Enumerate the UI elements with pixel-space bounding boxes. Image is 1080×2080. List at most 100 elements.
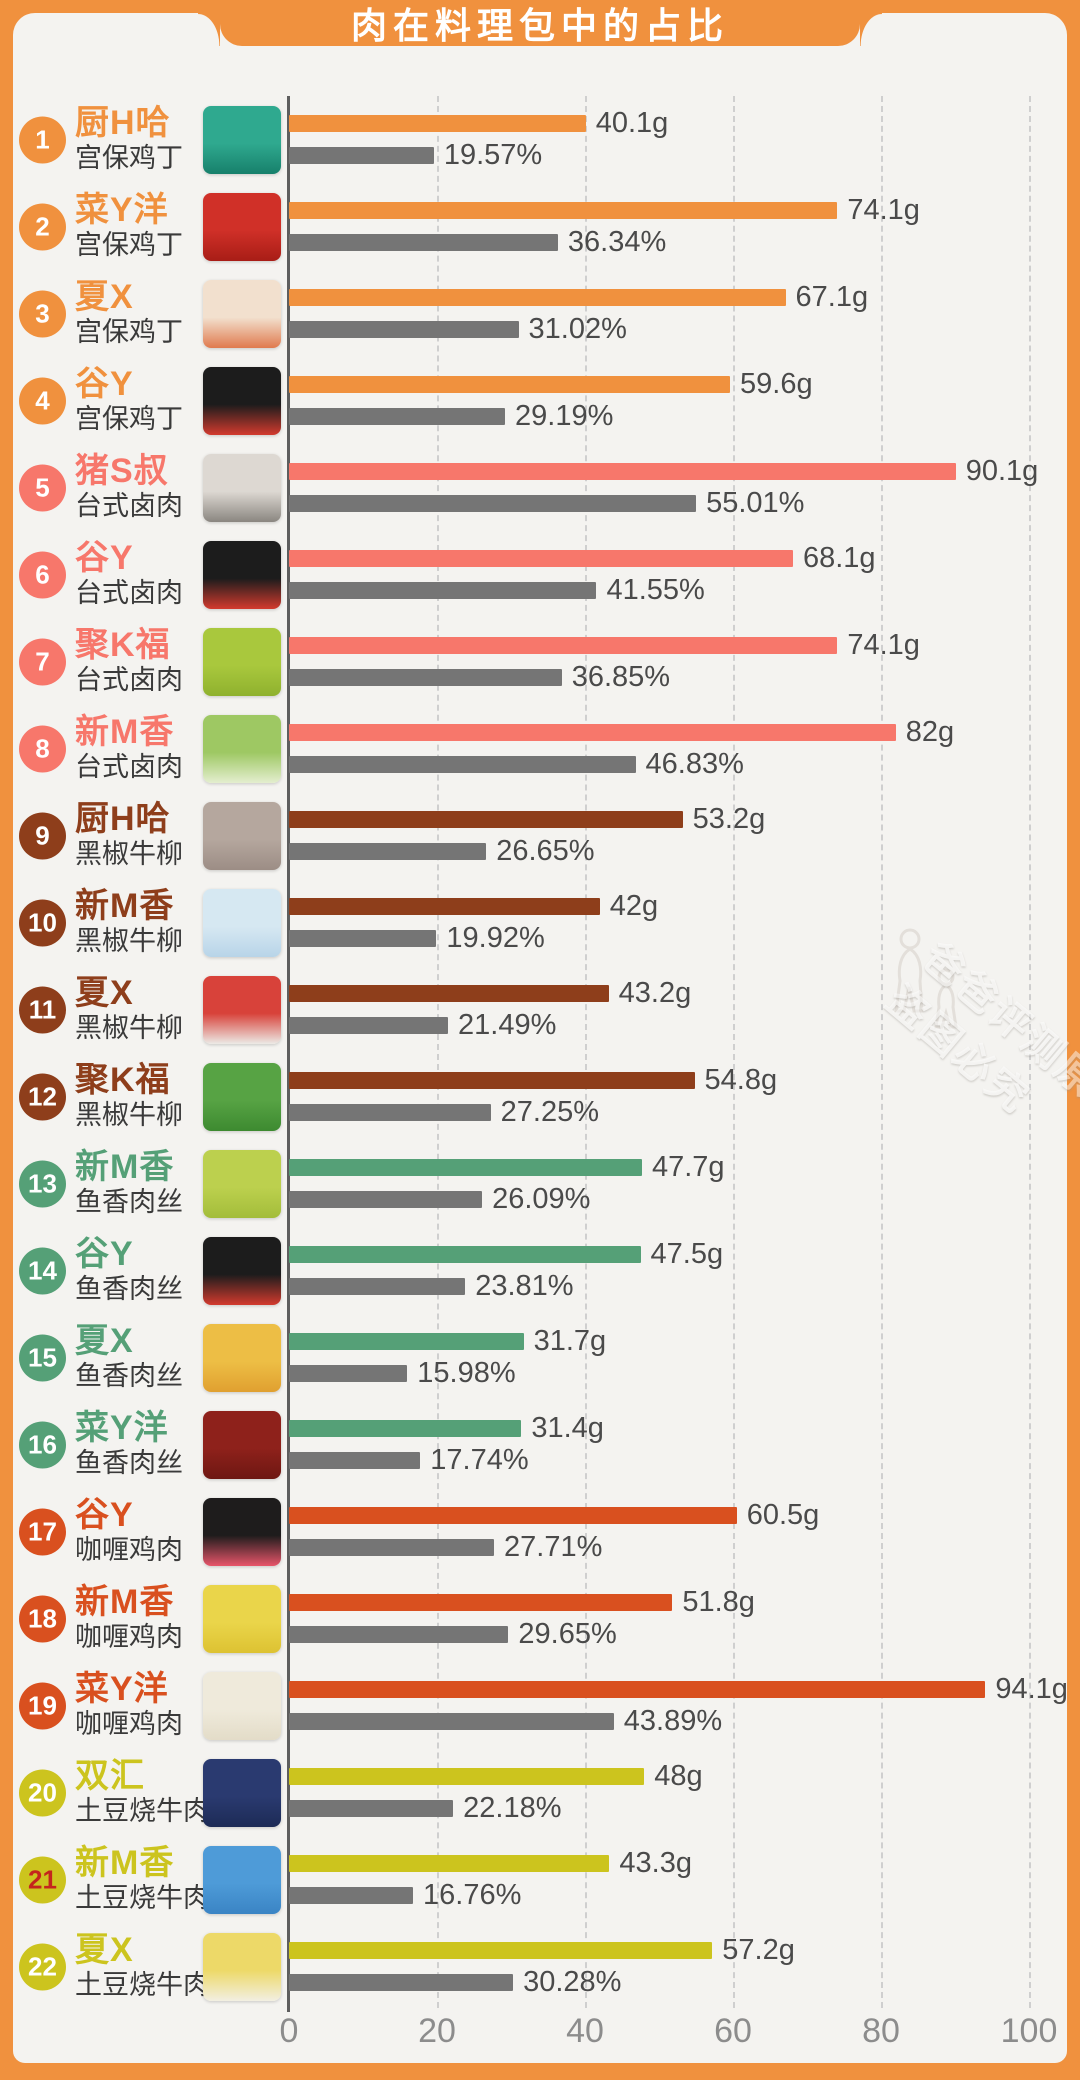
percent-bar-line: 36.34%	[289, 226, 1067, 258]
product-thumbnail	[203, 888, 281, 957]
product-thumbnail	[203, 1845, 281, 1914]
rank-badge: 12	[19, 1073, 66, 1120]
brand-name: 谷Y	[75, 1234, 134, 1273]
grams-bar-line: 82g	[289, 716, 1067, 748]
percent-bar	[289, 930, 437, 947]
grams-value-label: 47.7g	[651, 1151, 725, 1183]
percent-bar	[289, 147, 434, 164]
chart-row: 6 谷Y 台式卤肉 68.1g 41.55%	[13, 531, 1067, 618]
row-labels: 夏X 宫保鸡丁	[75, 279, 183, 347]
percent-value-label: 36.85%	[571, 661, 671, 693]
percent-bar	[289, 1278, 466, 1295]
chart-row: 11 夏X 黑椒牛柳 43.2g 21.49%	[13, 966, 1067, 1053]
grams-bar-line: 43.3g	[289, 1847, 1067, 1879]
percent-value-label: 55.01%	[706, 487, 805, 519]
x-tick-20: 20	[418, 2012, 456, 2050]
grams-bar-line: 74.1g	[289, 194, 1067, 226]
rank-badge: 2	[19, 203, 66, 250]
row-labels: 新M香 黑椒牛柳	[75, 888, 183, 956]
percent-value-label: 36.34%	[567, 226, 667, 258]
brand-name: 夏X	[75, 1930, 134, 1969]
grams-bar-line: 47.7g	[289, 1151, 1067, 1183]
brand-name: 夏X	[75, 1321, 134, 1360]
grams-bar-line: 90.1g	[289, 455, 1067, 487]
grams-bar	[289, 463, 956, 480]
row-bars: 31.4g 17.74%	[289, 1412, 1067, 1476]
percent-value-label: 27.25%	[500, 1096, 599, 1128]
grams-bar	[289, 1768, 645, 1785]
brand-name: 新M香	[75, 1582, 175, 1621]
percent-bar-line: 15.98%	[289, 1357, 1067, 1389]
grams-bar	[289, 550, 793, 567]
product-thumbnail	[203, 1149, 281, 1218]
grams-bar	[289, 1420, 522, 1437]
row-bars: 90.1g 55.01%	[289, 455, 1067, 519]
rank-badge: 3	[19, 290, 66, 337]
row-labels: 聚K福 台式卤肉	[75, 627, 183, 695]
product-name: 宫保鸡丁	[75, 404, 183, 434]
row-header: 13 新M香 鱼香肉丝	[13, 1140, 289, 1227]
chart-row: 5 猪S叔 台式卤肉 90.1g 55.01%	[13, 444, 1067, 531]
grams-bar-line: 59.6g	[289, 368, 1067, 400]
row-labels: 夏X 鱼香肉丝	[75, 1323, 183, 1391]
grams-value-label: 43.2g	[618, 977, 692, 1009]
product-name: 鱼香肉丝	[75, 1274, 183, 1304]
row-labels: 聚K福 黑椒牛柳	[75, 1062, 183, 1130]
row-header: 22 夏X 土豆烧牛肉	[13, 1923, 289, 2010]
percent-bar-line: 16.76%	[289, 1879, 1067, 1911]
product-thumbnail	[203, 1497, 281, 1566]
row-labels: 夏X 黑椒牛柳	[75, 975, 183, 1043]
grams-bar	[289, 637, 838, 654]
brand-name: 新M香	[75, 1147, 175, 1186]
row-bars: 74.1g 36.34%	[289, 194, 1067, 258]
rank-number: 12	[28, 1081, 57, 1111]
percent-bar	[289, 1191, 483, 1208]
rank-badge: 17	[19, 1508, 66, 1555]
rank-number: 21	[28, 1864, 57, 1894]
rank-number: 19	[28, 1690, 57, 1720]
product-thumbnail	[203, 1584, 281, 1653]
percent-bar-line: 55.01%	[289, 487, 1067, 519]
grams-value-label: 42g	[609, 890, 659, 922]
row-bars: 94.1g 43.89%	[289, 1673, 1068, 1737]
rank-number: 10	[28, 907, 57, 937]
gridline-40	[585, 96, 587, 2008]
x-tick-40: 40	[566, 2012, 604, 2050]
row-header: 5 猪S叔 台式卤肉	[13, 444, 289, 531]
product-name: 土豆烧牛肉	[75, 1883, 210, 1913]
product-name: 黑椒牛柳	[75, 926, 183, 956]
row-header: 6 谷Y 台式卤肉	[13, 531, 289, 618]
grams-bar	[289, 898, 600, 915]
rank-badge: 15	[19, 1334, 66, 1381]
chart-row: 13 新M香 鱼香肉丝 47.7g 26.09%	[13, 1140, 1067, 1227]
row-bars: 40.1g 19.57%	[289, 107, 1067, 171]
percent-value-label: 21.49%	[458, 1009, 557, 1041]
product-name: 咖喱鸡肉	[75, 1622, 183, 1652]
row-header: 9 厨H哈 黑椒牛柳	[13, 792, 289, 879]
x-tick-80: 80	[862, 2012, 900, 2050]
grams-bar	[289, 115, 586, 132]
product-name: 黑椒牛柳	[75, 839, 183, 869]
brand-name: 新M香	[75, 712, 175, 751]
percent-value-label: 30.28%	[523, 1966, 622, 1998]
chart-row: 18 新M香 咖喱鸡肉 51.8g 29.65%	[13, 1575, 1067, 1662]
product-name: 黑椒牛柳	[75, 1013, 183, 1043]
rank-badge: 11	[19, 986, 66, 1033]
grams-value-label: 51.8g	[682, 1586, 755, 1618]
rank-number: 7	[35, 646, 50, 676]
product-thumbnail	[203, 279, 281, 348]
row-labels: 猪S叔 台式卤肉	[75, 453, 183, 521]
chart-row: 16 菜Y洋 鱼香肉丝 31.4g 17.74%	[13, 1401, 1067, 1488]
gridline-20	[437, 96, 439, 2008]
rank-number: 6	[35, 559, 50, 589]
product-thumbnail	[203, 714, 281, 783]
percent-bar-line: 23.81%	[289, 1270, 1067, 1302]
percent-bar	[289, 408, 505, 425]
brand-name: 新M香	[75, 886, 175, 925]
rank-number: 20	[28, 1777, 57, 1807]
row-bars: 51.8g 29.65%	[289, 1586, 1067, 1650]
grams-bar	[289, 1159, 642, 1176]
chart-row: 21 新M香 土豆烧牛肉 43.3g 16.76%	[13, 1836, 1067, 1923]
row-bars: 42g 19.92%	[289, 890, 1067, 954]
